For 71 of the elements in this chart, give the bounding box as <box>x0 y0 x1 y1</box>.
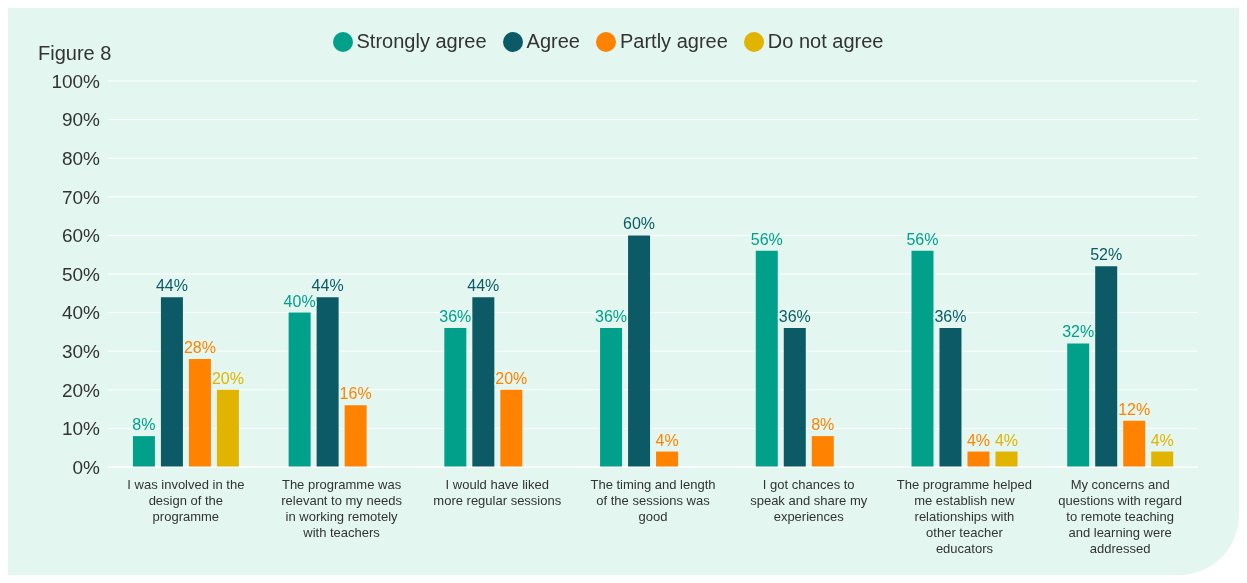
y-tick-label: 70% <box>61 186 101 208</box>
bar <box>132 436 155 467</box>
y-tick-label: 10% <box>61 418 101 440</box>
data-label: 4% <box>994 431 1019 449</box>
data-label: 8% <box>811 416 835 434</box>
x-tick-label: I was involved in the design of the programme <box>127 477 245 524</box>
x-tick-label: I would have liked more regular sessions <box>433 477 562 508</box>
bar <box>1123 420 1146 467</box>
x-tick-label: The programme was relevant to my needs in working remotely with teachers <box>281 477 403 540</box>
legend-label: Strongly agree <box>355 30 487 53</box>
data-label: 56% <box>750 230 783 248</box>
x-tick-label: The timing and length of the sessions was good <box>590 477 716 524</box>
bar <box>500 389 523 467</box>
legend-label: Agree <box>525 30 580 53</box>
bar <box>628 235 651 467</box>
data-label: 36% <box>934 308 967 326</box>
bar <box>216 389 239 467</box>
bar <box>911 250 934 467</box>
data-label: 36% <box>439 308 472 326</box>
data-label: 12% <box>1118 400 1151 418</box>
bar <box>188 358 211 467</box>
data-label: 20% <box>495 369 528 387</box>
bar <box>967 451 990 467</box>
x-tick-label: The programme helped me establish new relationships with other teacher educators <box>896 477 1032 556</box>
data-label: 36% <box>595 308 628 326</box>
data-label: 44% <box>311 277 344 295</box>
x-tick-label: I got chances to speak and share my experiences <box>750 477 868 524</box>
data-label: 4% <box>966 431 991 449</box>
y-tick-label: 40% <box>61 302 101 324</box>
data-label: 36% <box>778 308 811 326</box>
legend-label: Partly agree <box>619 30 728 53</box>
bar <box>995 451 1018 467</box>
bar <box>1095 266 1118 467</box>
bar <box>444 328 467 467</box>
data-label: 40% <box>283 292 316 310</box>
bar <box>755 250 778 467</box>
y-tick-label: 30% <box>61 340 101 362</box>
chart-title: Figure 8 <box>38 42 112 65</box>
bar <box>783 328 806 467</box>
bar <box>939 328 962 467</box>
data-label: 60% <box>623 215 656 233</box>
y-tick-label: 20% <box>61 379 101 401</box>
data-label: 44% <box>155 277 188 295</box>
bar <box>1067 343 1090 467</box>
bar <box>472 297 495 467</box>
y-tick-label: 100% <box>51 70 101 92</box>
bar <box>344 405 367 467</box>
y-tick-label: 50% <box>61 263 101 285</box>
bar <box>288 312 311 467</box>
y-tick-label: 0% <box>72 456 101 478</box>
data-label: 8% <box>132 416 156 434</box>
bar <box>656 451 679 467</box>
data-label: 4% <box>655 431 679 449</box>
bar <box>600 328 623 467</box>
y-tick-label: 90% <box>61 109 101 131</box>
x-tick-label: My concerns and questions with regard to remote teaching and learning were addressed <box>1058 477 1182 556</box>
bar <box>811 436 834 467</box>
legend-label: Do not agree <box>766 30 884 53</box>
data-label: 56% <box>906 230 939 248</box>
y-tick-label: 60% <box>61 225 101 247</box>
bar <box>316 297 339 467</box>
y-tick-label: 80% <box>61 147 101 169</box>
data-label: 16% <box>339 385 372 403</box>
data-label: 20% <box>211 369 244 387</box>
bar <box>160 297 183 467</box>
data-label: 52% <box>1090 246 1123 264</box>
data-label: 44% <box>467 277 500 295</box>
bar <box>1151 451 1174 467</box>
data-label: 32% <box>1062 323 1095 341</box>
data-label: 4% <box>1150 431 1174 449</box>
data-label: 28% <box>183 338 216 356</box>
